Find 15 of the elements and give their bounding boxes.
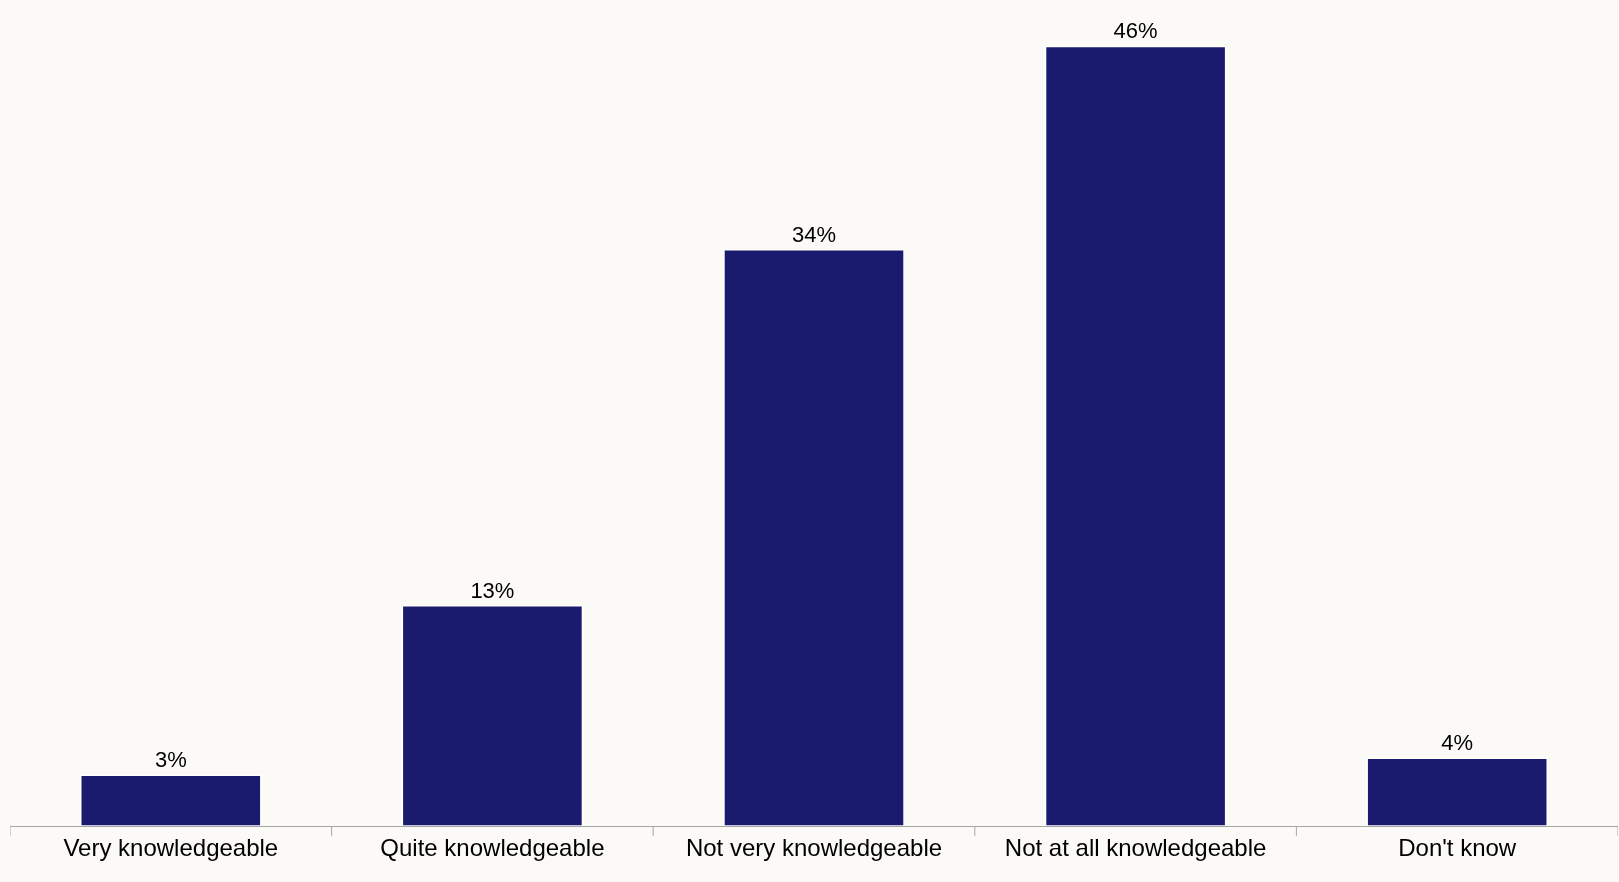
data-label: 4% <box>1441 730 1474 756</box>
x-tick-label: Don't know <box>1398 833 1517 861</box>
x-tick-label: Quite knowledgeable <box>380 833 605 861</box>
x-tick-label: Not at all knowledgeable <box>1004 833 1267 861</box>
data-label: 46% <box>1113 18 1158 44</box>
bar <box>723 249 905 826</box>
bar <box>1366 757 1548 826</box>
data-label: 13% <box>470 577 515 603</box>
bar <box>401 604 584 826</box>
x-tick-label: Very knowledgeable <box>63 833 279 861</box>
data-label: 3% <box>154 747 187 773</box>
x-tick-label: Not very knowledgeable <box>685 833 943 861</box>
bar <box>80 774 262 826</box>
bar <box>1044 45 1227 826</box>
data-label: 34% <box>791 221 837 247</box>
